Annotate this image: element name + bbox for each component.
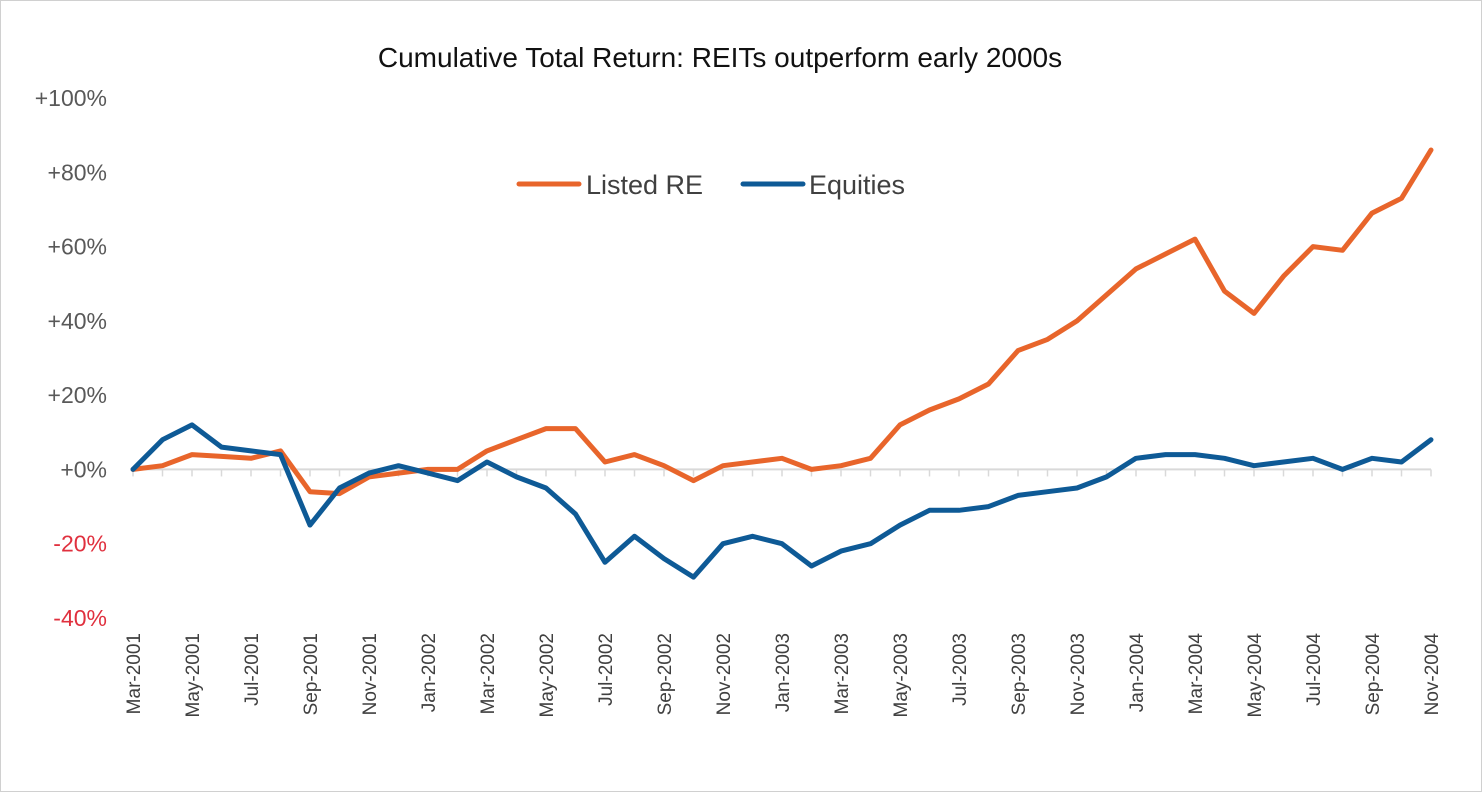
x-tick-label: May-2004 [1245,633,1266,718]
legend-label: Equities [809,170,905,200]
x-tick-label: Nov-2001 [360,633,381,715]
x-tick-label: Jan-2004 [1127,633,1148,713]
x-tick-label: Jul-2004 [1304,633,1325,706]
chart-title: Cumulative Total Return: REITs outperfor… [378,42,1062,73]
x-tick-label: May-2003 [891,633,912,718]
x-tick-label: Jan-2003 [773,633,794,712]
x-tick-label: May-2002 [537,633,558,718]
y-tick-label: -40% [53,605,107,631]
x-tick-label: Nov-2004 [1422,633,1443,716]
x-tick-label: May-2001 [183,633,204,718]
x-axis: Mar-2001 May-2001 Jul-2001 Sep-2001 Nov-2001… [124,468,1443,718]
x-tick-label: Nov-2003 [1068,633,1089,715]
y-tick-label: +100% [35,85,107,111]
series-line-listed-re [130,147,1434,497]
x-tick-label: Jan-2002 [419,633,440,712]
y-tick-label: +80% [48,159,107,185]
legend-label: Listed RE [586,170,703,200]
x-tick-label: Jul-2002 [596,633,617,706]
x-tick-label: Nov-2002 [714,633,735,715]
y-tick-label: +0% [60,456,107,482]
x-tick-label: Sep-2003 [1009,633,1030,715]
y-axis: +100% +80% +60% +40% +20% +0% -20% -40% [35,85,107,631]
x-tick-label: Sep-2002 [655,633,676,715]
series-line-equities [130,422,1434,580]
x-tick-label: Mar-2004 [1186,633,1207,715]
x-tick-label: Mar-2002 [478,633,499,714]
x-tick-label: Jul-2003 [950,633,971,706]
y-tick-label: +40% [48,308,107,334]
series-lines [130,147,1434,580]
x-tick-label: Sep-2001 [301,633,322,715]
y-tick-label: +60% [48,234,107,260]
y-tick-label: +20% [48,382,107,408]
x-tick-label: Sep-2004 [1363,633,1384,716]
x-tick-label: Mar-2001 [124,633,145,714]
x-tick-label: Mar-2003 [832,633,853,714]
y-tick-label: -20% [53,531,107,557]
x-tick-label: Jul-2001 [242,633,263,706]
legend: Listed RE Equities [516,170,905,200]
